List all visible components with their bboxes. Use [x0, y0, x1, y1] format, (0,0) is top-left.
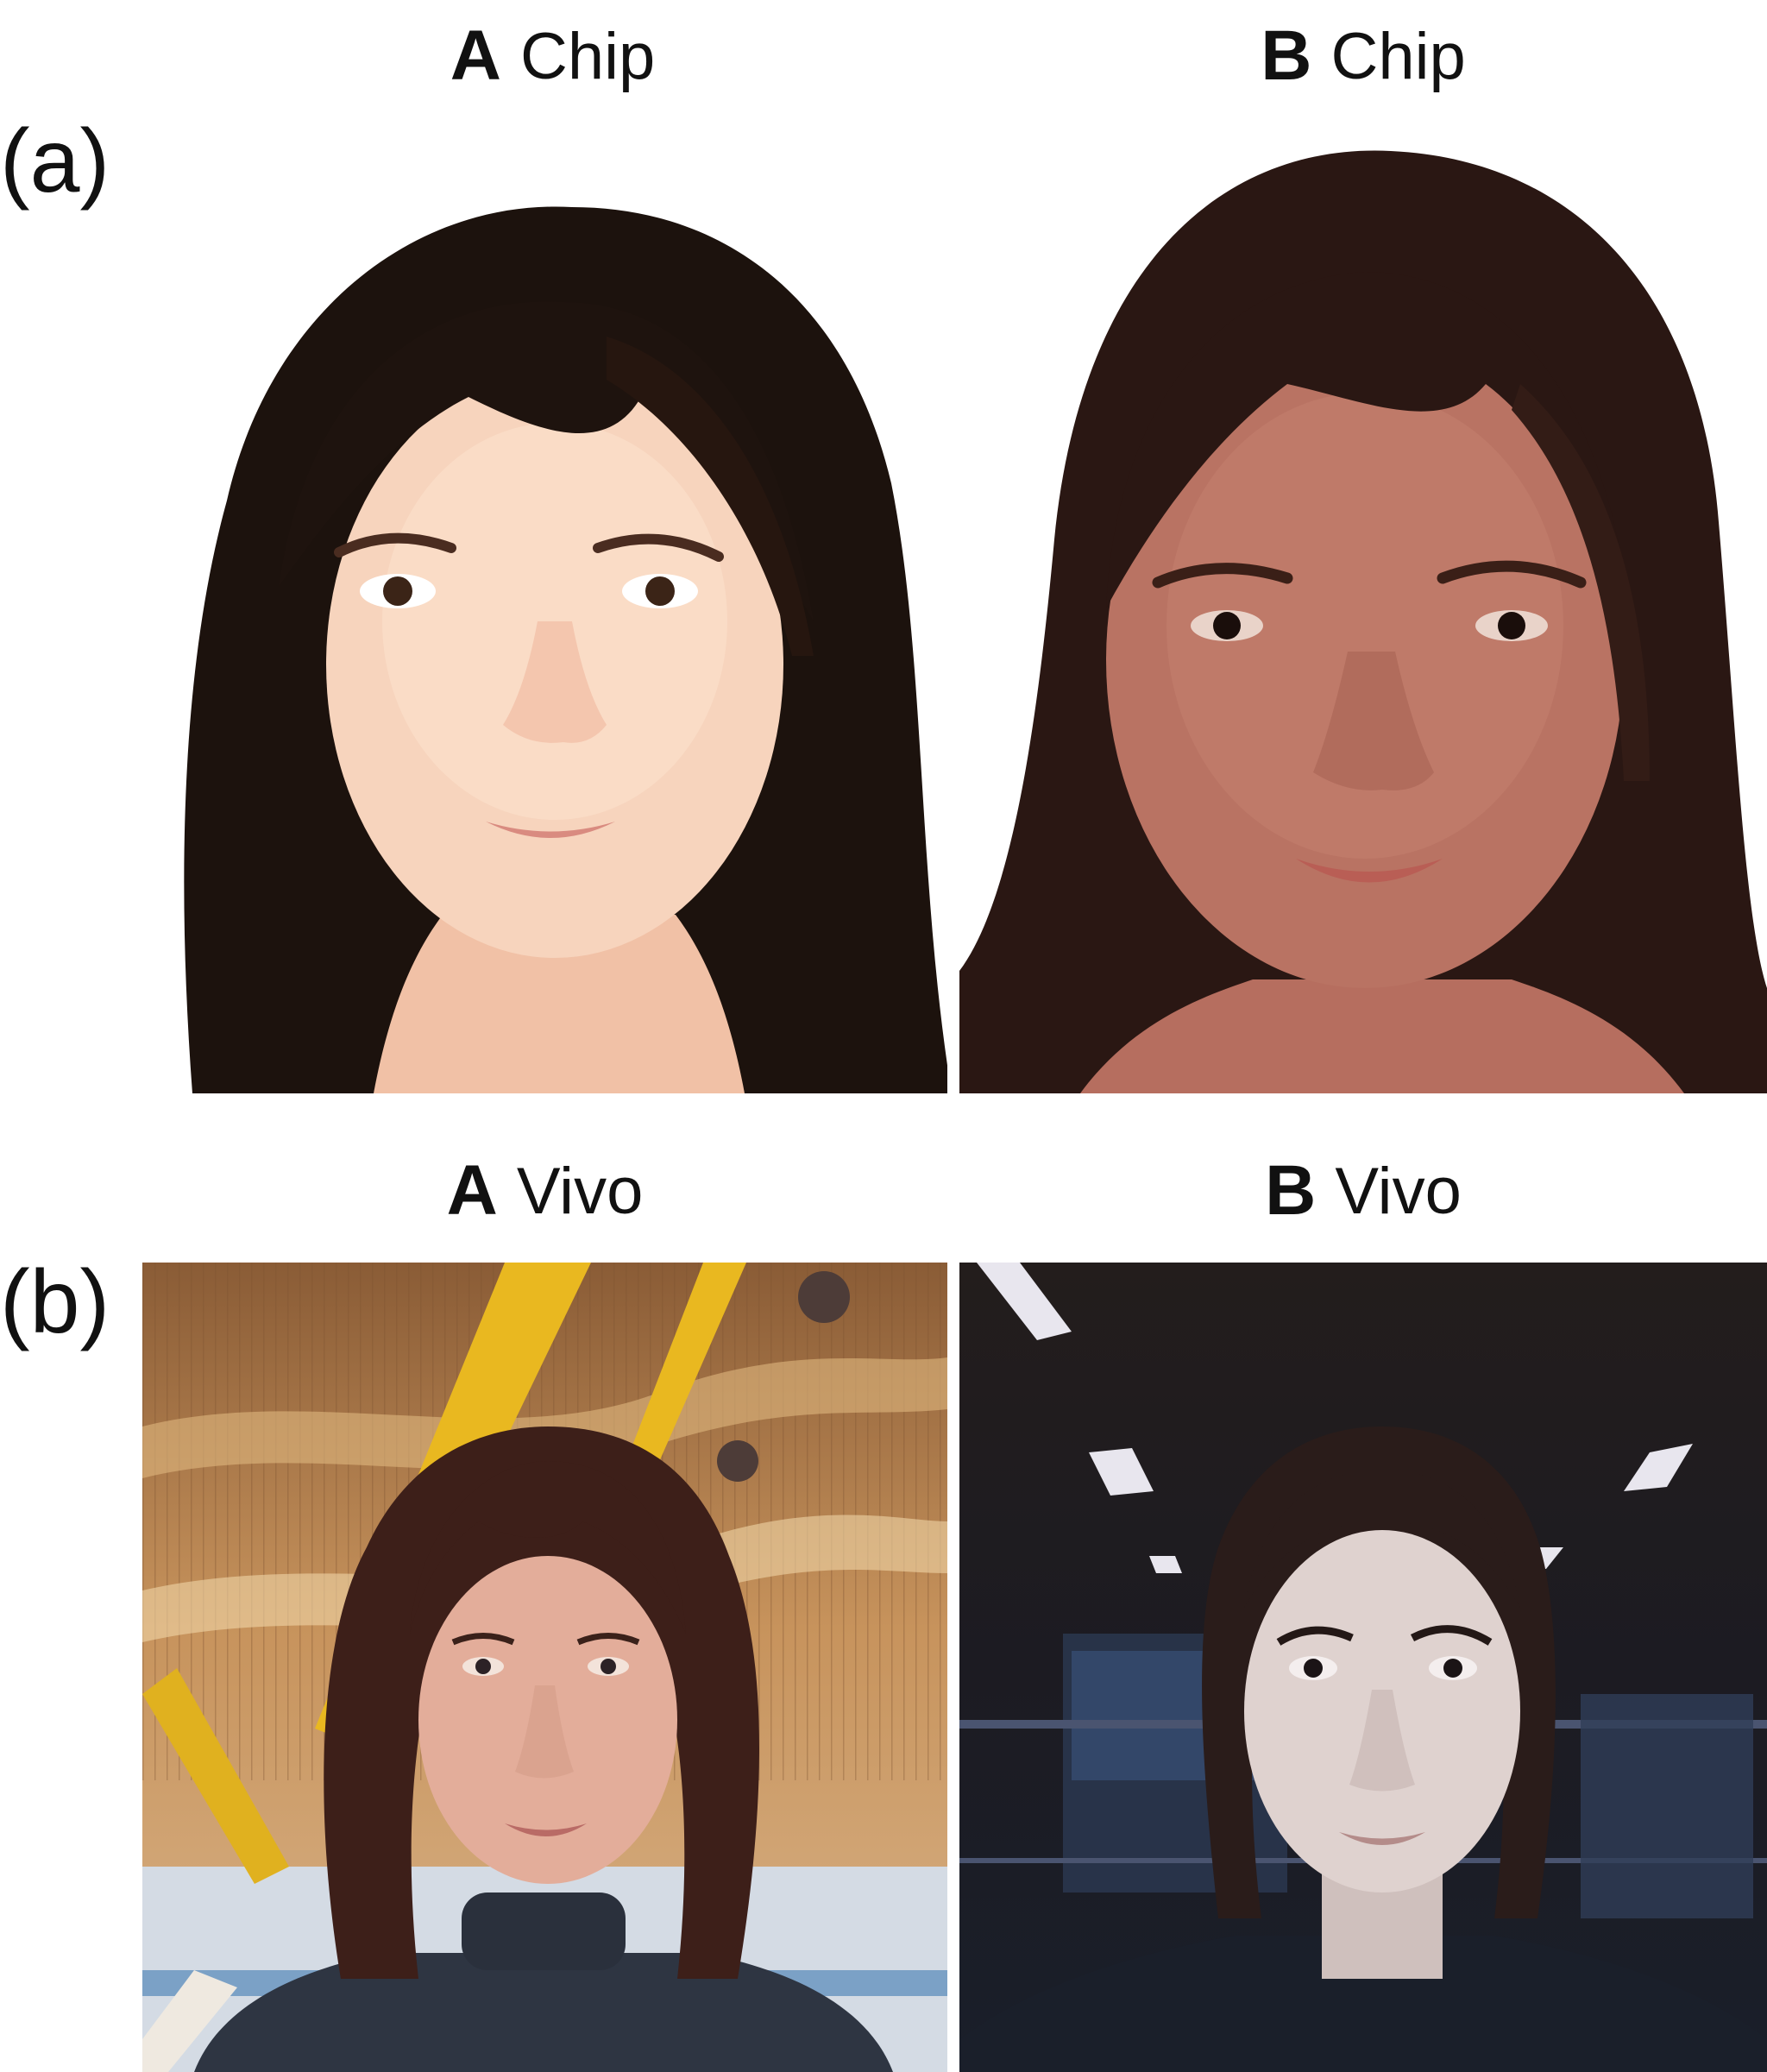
caption-subject: A: [446, 1151, 498, 1230]
caption-kind: Chip: [519, 19, 656, 93]
caption-kind: Vivo: [1335, 1154, 1462, 1228]
photo-a-vivo: [142, 1263, 947, 2072]
photo-a-chip: [158, 173, 947, 1093]
caption-b-chip: B Chip: [959, 9, 1767, 104]
caption-a-chip: A Chip: [158, 9, 947, 104]
caption-subject: B: [1261, 16, 1312, 95]
row-label-b: (b): [0, 1252, 110, 1352]
caption-kind: Vivo: [516, 1154, 644, 1228]
caption-b-vivo: B Vivo: [959, 1143, 1767, 1238]
caption-subject: B: [1265, 1151, 1317, 1230]
caption-a-vivo: A Vivo: [142, 1143, 947, 1238]
row-label-a: (a): [0, 111, 110, 211]
caption-kind: Chip: [1330, 19, 1466, 93]
photo-b-vivo: [959, 1263, 1767, 2072]
caption-subject: A: [450, 16, 501, 95]
photo-b-chip: [959, 125, 1767, 1093]
